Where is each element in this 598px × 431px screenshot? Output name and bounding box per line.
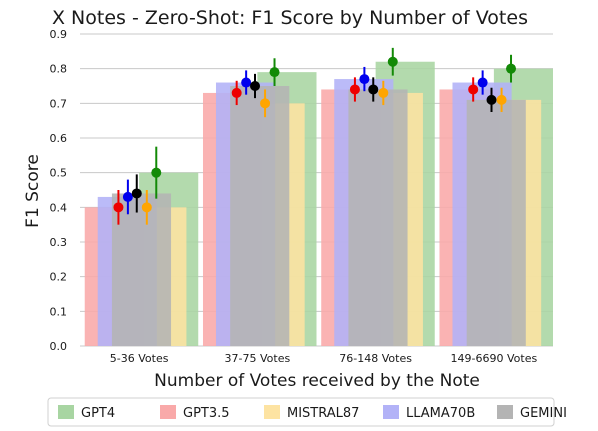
data-point: [231, 87, 242, 98]
bar: [230, 86, 290, 346]
data-point: [486, 94, 497, 105]
legend-swatch: [58, 405, 74, 419]
y-tick-label: 0.8: [50, 63, 68, 76]
bar: [111, 193, 172, 346]
legend-label: GPT4: [81, 406, 115, 421]
y-tick-label: 0.5: [50, 167, 68, 180]
legend-swatch: [497, 405, 513, 419]
x-axis-label: Number of Votes received by the Note: [154, 371, 480, 391]
legend: GPT4 GPT3.5 MISTRAL87 LLAMA70B GEMINI: [47, 397, 567, 427]
x-tick-label: 5-36 Votes: [110, 352, 169, 365]
y-tick-label: 0.7: [50, 97, 68, 110]
legend-label: MISTRAL87: [287, 406, 359, 421]
data-point: [241, 77, 252, 88]
y-tick-label: 0.0: [50, 340, 68, 353]
y-tick-label: 0.6: [50, 132, 68, 145]
legend-swatch: [264, 405, 280, 419]
data-point: [260, 98, 271, 109]
legend-label: GEMINI: [520, 406, 567, 421]
x-tick-label: 37-75 Votes: [225, 352, 291, 365]
y-tick-labels: 0.0 0.1 0.2 0.3 0.4 0.5 0.6 0.7 0.8 0.9: [50, 28, 68, 353]
y-tick-label: 0.1: [50, 305, 68, 318]
data-point: [387, 56, 398, 67]
y-tick-label: 0.4: [50, 201, 68, 214]
bars-layer: [84, 61, 553, 347]
y-tick-label: 0.3: [50, 236, 68, 249]
data-point: [368, 84, 379, 95]
data-point: [496, 94, 507, 105]
data-point: [250, 81, 261, 91]
data-point: [269, 67, 280, 78]
data-point: [131, 188, 142, 199]
data-point: [141, 202, 152, 213]
y-tick-label: 0.2: [50, 271, 68, 284]
x-tick-label: 76-148 Votes: [339, 352, 412, 365]
x-tick-labels: 5-36 Votes 37-75 Votes 76-148 Votes 149-669…: [110, 352, 538, 365]
legend-swatch: [383, 405, 399, 419]
x-tick-label: 149-6690 Votes: [451, 352, 538, 365]
data-point: [113, 202, 124, 213]
data-point: [359, 74, 370, 85]
data-point: [468, 84, 479, 95]
data-point: [477, 77, 488, 88]
y-tick-label: 0.9: [50, 28, 68, 41]
bar: [466, 99, 526, 346]
points-layer: [113, 56, 517, 213]
bar: [348, 89, 408, 346]
legend-swatch: [160, 405, 176, 419]
legend-label: LLAMA70B: [406, 406, 475, 421]
data-point: [122, 191, 133, 202]
data-point: [349, 84, 360, 95]
data-point: [378, 87, 389, 98]
chart-title: X Notes - Zero-Shot: F1 Score by Number …: [52, 7, 528, 29]
data-point: [506, 63, 517, 74]
legend-label: GPT3.5: [183, 406, 230, 421]
y-axis-label: F1 Score: [23, 154, 43, 228]
data-point: [151, 167, 162, 178]
